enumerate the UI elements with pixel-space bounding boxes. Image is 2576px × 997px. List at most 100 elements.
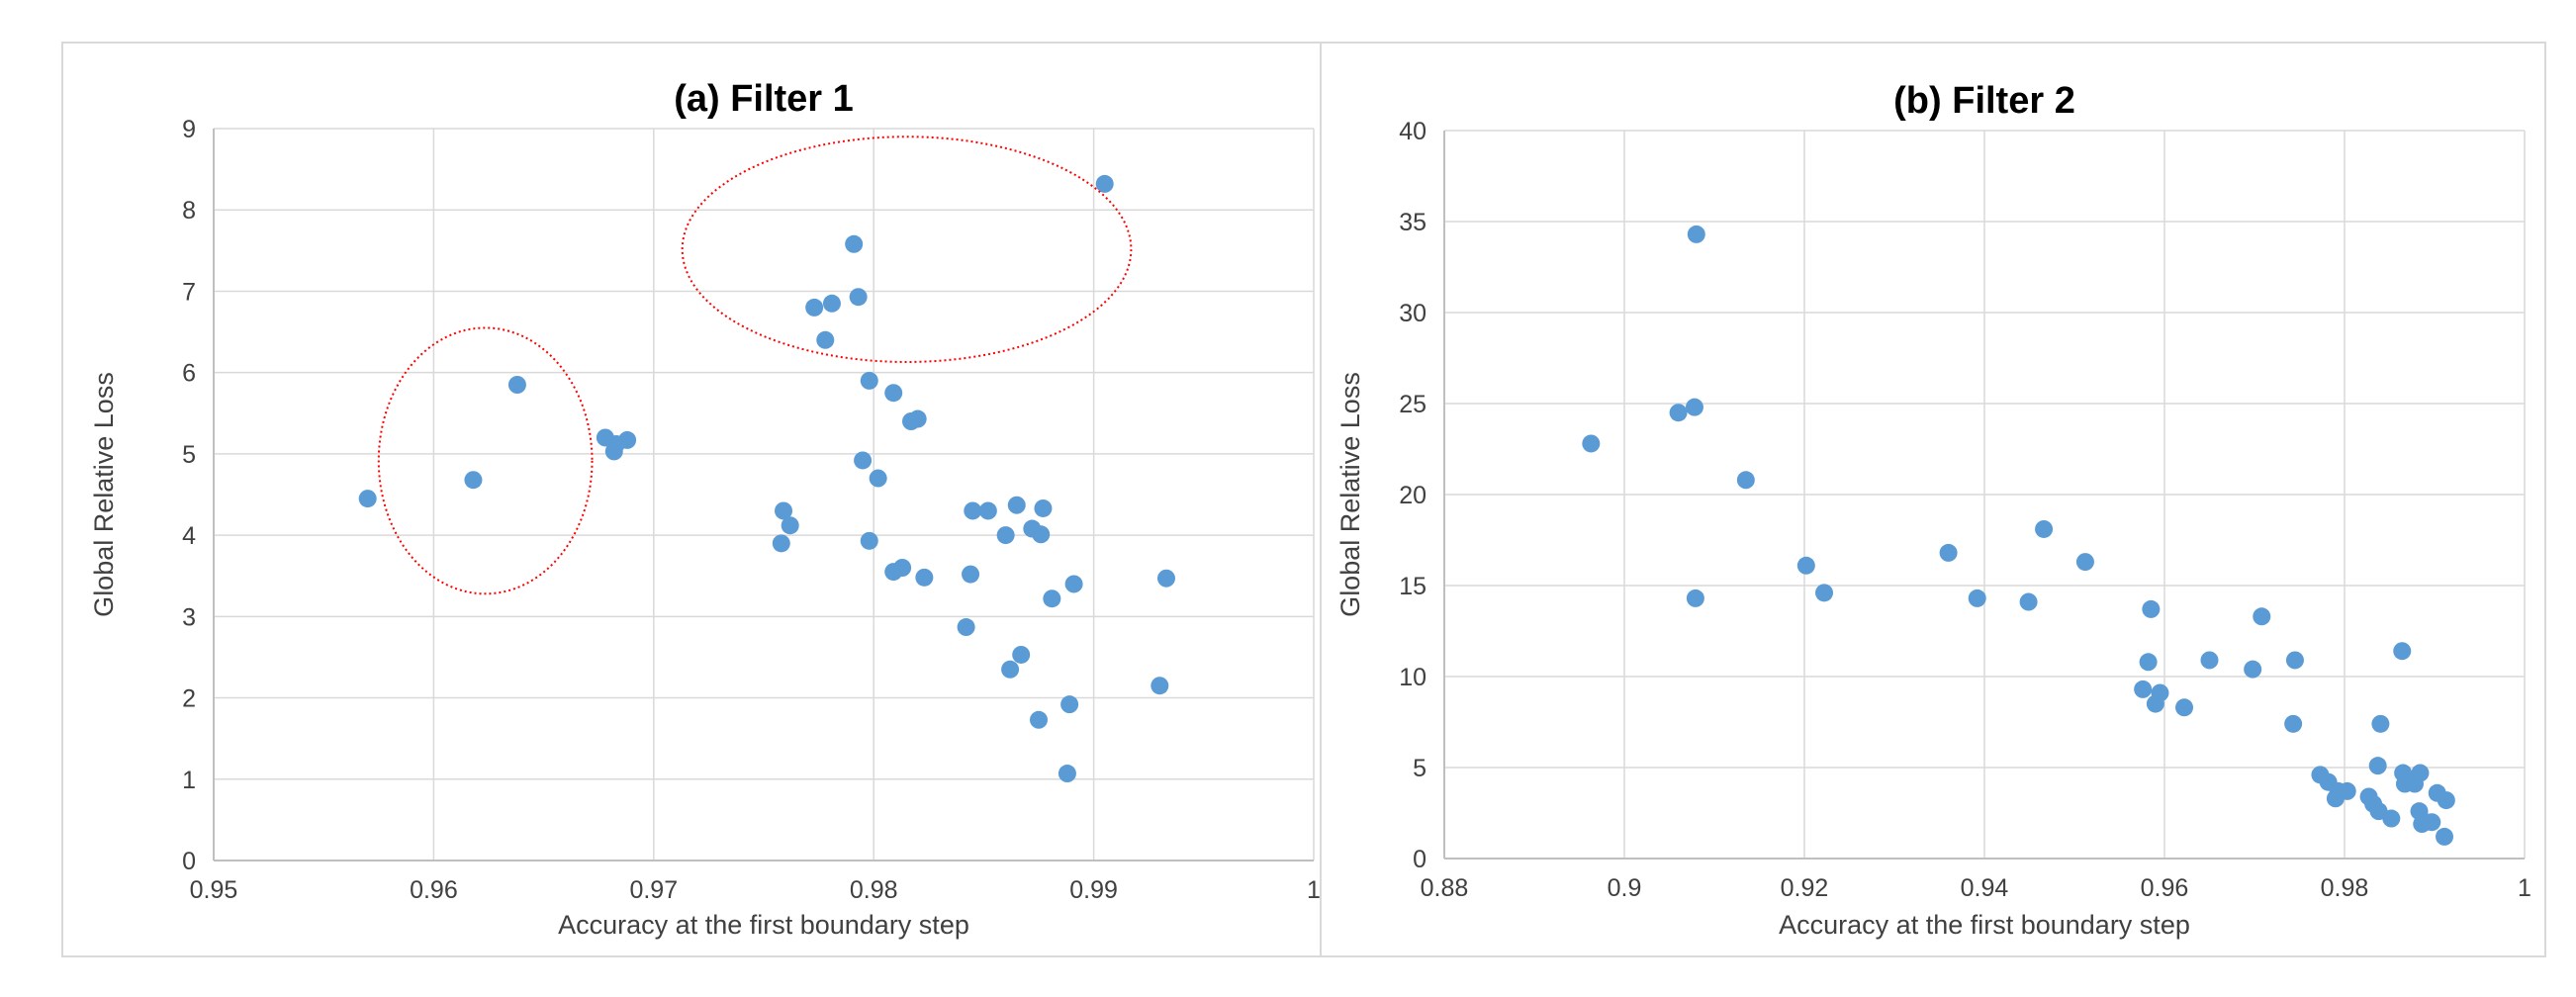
gridlines	[214, 128, 1315, 861]
y-tick-label: 0	[182, 848, 196, 875]
highlight-ellipse-1	[377, 326, 594, 595]
y-tick-label: 10	[1399, 664, 1426, 691]
data-point	[2200, 651, 2219, 670]
x-tick-label: 0.92	[1781, 874, 1829, 902]
data-point	[805, 298, 824, 317]
data-point	[2253, 607, 2271, 626]
highlight-ellipse-2	[681, 136, 1133, 363]
x-tick-label: 0.98	[2321, 874, 2369, 902]
data-point	[775, 501, 793, 520]
y-tick-label: 3	[182, 603, 196, 631]
data-point	[1815, 584, 1834, 602]
data-point	[1685, 398, 1703, 416]
x-tick-label: 0.96	[2141, 874, 2189, 902]
data-point	[1156, 569, 1175, 588]
y-tick-label: 1	[182, 767, 196, 794]
y-tick-label: 2	[182, 685, 196, 713]
data-point	[772, 534, 790, 553]
data-point	[618, 430, 637, 449]
y-tick-label: 20	[1399, 482, 1426, 509]
data-point	[781, 516, 799, 535]
data-points	[1582, 225, 2455, 846]
data-point	[1001, 660, 1020, 679]
data-point	[2244, 660, 2262, 679]
data-point	[1095, 174, 1114, 193]
data-point	[2382, 809, 2401, 828]
y-tick-label: 8	[182, 197, 196, 225]
y-tick-label: 40	[1399, 118, 1426, 145]
x-tick-label: 0.95	[190, 876, 238, 904]
data-point	[358, 490, 377, 508]
data-point	[884, 384, 903, 403]
data-point	[2142, 599, 2161, 618]
gridlines	[1444, 130, 2526, 859]
y-tick-label: 9	[182, 116, 196, 143]
data-point	[964, 501, 982, 520]
x-tick-label: 0.98	[850, 876, 898, 904]
data-point	[849, 288, 868, 307]
y-tick-label: 35	[1399, 209, 1426, 236]
x-tick-label: 0.96	[410, 876, 458, 904]
data-point	[1030, 710, 1048, 729]
y-tick-label: 7	[182, 278, 196, 306]
y-tick-label: 30	[1399, 300, 1426, 327]
data-point	[1007, 496, 1026, 514]
x-axis-title: Accuracy at the first boundary step	[1779, 910, 2190, 940]
y-tick-label: 6	[182, 360, 196, 388]
data-point	[1687, 225, 1705, 243]
data-point	[845, 234, 864, 253]
data-point	[822, 294, 841, 313]
chart-title: (b) Filter 2	[1893, 80, 2075, 122]
x-axis-title: Accuracy at the first boundary step	[558, 910, 969, 940]
y-tick-label: 5	[1413, 755, 1426, 782]
x-tick-label: 0.97	[629, 876, 678, 904]
chart-panel-a: 0.95 0.96 0.97 0.98 0.99 1 0 1 2 3 4 5 6 7 8 9 (a) Filte…	[61, 42, 1330, 957]
data-point	[2175, 698, 2194, 717]
data-point	[2134, 680, 2153, 698]
x-tick-label: 1	[2518, 874, 2531, 902]
chart-panel-b: 0.88 0.9 0.92 0.94 0.96 0.98 1 0 5 10 15 20 25 30 35 40…	[1320, 42, 2546, 957]
y-tick-label: 0	[1413, 846, 1426, 873]
data-point	[2371, 714, 2390, 733]
data-point	[2019, 592, 2038, 611]
y-axis-title: Global Relative Loss	[89, 372, 119, 617]
data-point	[2151, 683, 2169, 702]
data-point	[1686, 589, 1704, 607]
x-tick-label: 0.88	[1421, 874, 1469, 902]
data-point	[1043, 589, 1061, 608]
y-tick-label: 4	[182, 522, 196, 550]
data-point	[893, 559, 912, 577]
data-point	[1939, 543, 1958, 562]
data-point	[2436, 827, 2454, 846]
data-point	[908, 409, 927, 428]
scatter-chart-a: 0.95 0.96 0.97 0.98 0.99 1 0 1 2 3 4 5 6 7 8 9 (a) Filte…	[89, 78, 1321, 940]
x-tick-label: 0.9	[1608, 874, 1642, 902]
data-point	[2139, 653, 2158, 672]
data-point	[860, 531, 878, 550]
data-point	[1058, 765, 1076, 783]
x-tick-label: 0.99	[1069, 876, 1118, 904]
y-tick-label: 5	[182, 441, 196, 469]
data-point	[507, 376, 526, 394]
data-point	[1968, 589, 1986, 607]
data-point	[1796, 556, 1815, 575]
chart-title: (a) Filter 1	[674, 78, 854, 120]
data-point	[1060, 695, 1079, 714]
data-point	[2393, 642, 2412, 661]
data-point	[1582, 434, 1601, 453]
data-point	[2423, 813, 2441, 832]
y-tick-label: 15	[1399, 573, 1426, 600]
data-point	[1034, 498, 1053, 517]
data-point	[1150, 677, 1169, 695]
data-point	[2285, 651, 2304, 670]
data-point	[996, 526, 1015, 545]
data-point	[2035, 519, 2054, 538]
data-point	[816, 330, 835, 349]
data-point	[464, 471, 483, 490]
data-point	[1012, 645, 1031, 664]
data-point	[1736, 471, 1755, 490]
data-point	[978, 501, 997, 520]
data-point	[957, 618, 975, 637]
data-point	[962, 565, 980, 584]
scatter-chart-b: 0.88 0.9 0.92 0.94 0.96 0.98 10510152025303540…	[1335, 80, 2531, 940]
